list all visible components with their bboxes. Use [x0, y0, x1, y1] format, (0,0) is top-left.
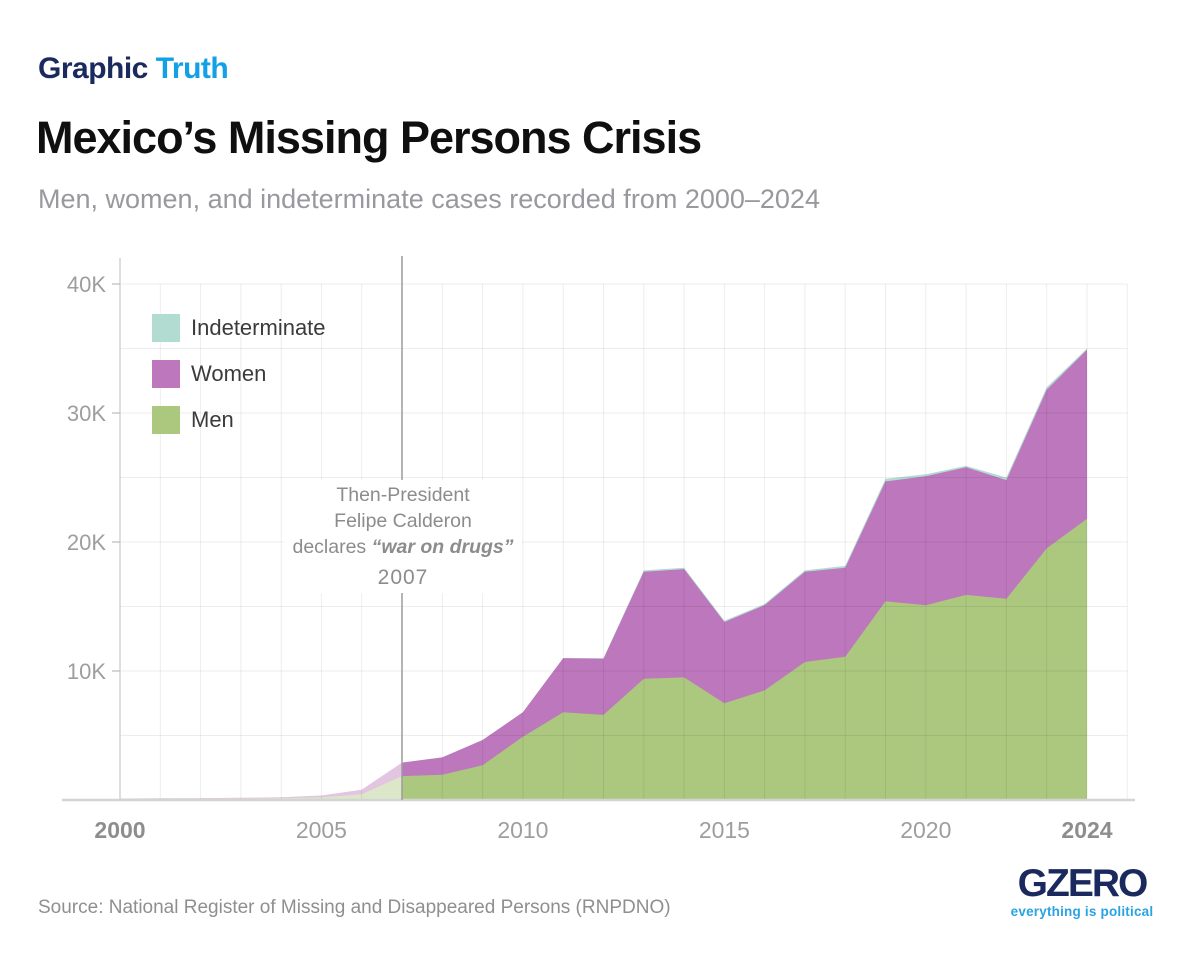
- y-tick-label: 20K: [67, 530, 106, 555]
- grid: [120, 283, 1128, 800]
- x-tick-label: 2010: [497, 817, 548, 843]
- brand-graphic: Graphic: [38, 52, 148, 85]
- chart-area: 10K 20K 30K 40K 2000 2005 2010 2015 2020 2024 Ind…: [30, 250, 1170, 860]
- x-tick-label: 2024: [1061, 817, 1112, 843]
- legend-item-indeterminate: Indeterminate: [152, 314, 326, 342]
- legend-label-indeterminate: Indeterminate: [191, 315, 326, 340]
- x-tick-label: 2000: [94, 817, 145, 843]
- legend-label-women: Women: [191, 361, 267, 386]
- y-tick-label: 10K: [67, 659, 106, 684]
- y-tick-label: 30K: [67, 401, 106, 426]
- y-tick-label: 40K: [67, 272, 106, 297]
- gzero-logo: GZERO everything is political: [1008, 864, 1156, 919]
- area-solid-segment: [402, 348, 1087, 800]
- page-subtitle: Men, women, and indeterminate cases reco…: [38, 184, 820, 214]
- source-text: Source: National Register of Missing and…: [38, 897, 671, 918]
- annotation-emphasis: “war on drugs”: [371, 536, 514, 558]
- axis-labels: 10K 20K 30K 40K 2000 2005 2010 2015 2020 2024: [67, 272, 1113, 843]
- x-tick-label: 2015: [699, 817, 750, 843]
- annotation-line-1: Then-President: [336, 484, 470, 506]
- chart-legend: Indeterminate Women Men: [152, 314, 326, 452]
- logo-tagline: everything is political: [1010, 904, 1154, 919]
- legend-label-men: Men: [191, 407, 234, 432]
- x-tick-label: 2020: [900, 817, 951, 843]
- area-faded-segment: [120, 762, 402, 800]
- legend-item-women: Women: [152, 360, 326, 388]
- page-title: Mexico’s Missing Persons Crisis: [36, 112, 702, 163]
- brand-header: Graphic Truth: [38, 52, 229, 86]
- x-tick-label: 2005: [296, 817, 347, 843]
- axes: [62, 258, 1135, 802]
- legend-swatch-men: [152, 406, 180, 434]
- annotation-line-3: declares “war on drugs”: [292, 536, 514, 558]
- annotation-year: 2007: [377, 566, 429, 589]
- logo-name: GZERO: [1017, 862, 1149, 905]
- annotation-line-2: Felipe Calderon: [334, 510, 472, 532]
- legend-item-men: Men: [152, 406, 326, 434]
- legend-swatch-indeterminate: [152, 314, 180, 342]
- event-annotation: Then-President Felipe Calderon declares …: [284, 480, 522, 593]
- legend-swatch-women: [152, 360, 180, 388]
- stacked-area-chart: 10K 20K 30K 40K 2000 2005 2010 2015 2020 2024: [62, 256, 1135, 843]
- brand-truth: Truth: [155, 52, 229, 85]
